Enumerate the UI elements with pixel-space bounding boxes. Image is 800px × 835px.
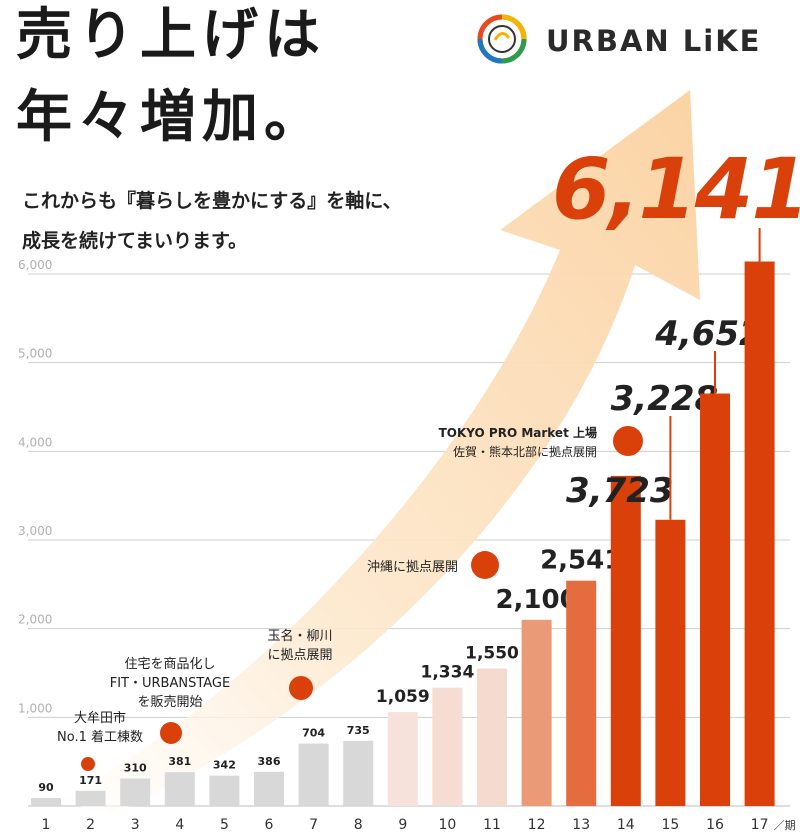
- x-tick-label: 2: [86, 817, 95, 833]
- bar-1: [31, 798, 61, 806]
- x-tick-label: 4: [175, 817, 184, 833]
- bar-value-label: 2,541: [540, 546, 622, 576]
- milestone-dot: [81, 757, 95, 771]
- bar-value-label: 171: [79, 774, 102, 787]
- growth-arrow-shape: [60, 90, 700, 815]
- bar-4: [164, 772, 195, 806]
- bar-3: [120, 778, 151, 806]
- y-tick-label: 5,000: [18, 347, 52, 361]
- x-tick-label: 5: [220, 817, 229, 833]
- x-tick-label: 6: [265, 817, 274, 833]
- x-tick-label: 13: [572, 817, 590, 833]
- urban-like-logo-icon: [477, 14, 527, 64]
- x-tick-label: 9: [398, 817, 407, 833]
- x-axis-unit: ／期: [774, 819, 796, 832]
- y-tick-label: 2,000: [18, 613, 52, 627]
- bar-6: [254, 771, 284, 806]
- x-tick-label: 16: [706, 817, 724, 833]
- y-tick-label: 6,000: [18, 258, 52, 272]
- x-tick-label: 7: [309, 817, 318, 833]
- bar-16: [700, 393, 730, 806]
- milestone-label: 住宅を商品化し: [124, 657, 215, 672]
- subtitle-line1: これからも『暮らしを豊かにする』を軸に、: [22, 190, 402, 212]
- milestone-dot: [613, 426, 643, 456]
- milestone-dot: [471, 551, 499, 579]
- bar-value-label: 310: [124, 762, 147, 775]
- bar-15: [655, 519, 686, 806]
- headline-line2: 年々増加。: [16, 85, 326, 150]
- subtitle-line2: 成長を続けてまいります。: [22, 230, 248, 252]
- bar-12: [521, 619, 552, 806]
- headline-line1: 売り上げは: [16, 3, 326, 68]
- x-tick-label: 11: [483, 817, 501, 833]
- milestone-label: 玉名・柳川: [267, 628, 332, 644]
- bar-9: [387, 712, 418, 806]
- x-tick-label: 15: [661, 817, 679, 833]
- bar-2: [75, 790, 106, 806]
- bar-8: [343, 740, 374, 806]
- x-tick-label: 10: [438, 817, 456, 833]
- bar-7: [298, 743, 329, 806]
- bar-value-label: 704: [302, 727, 325, 740]
- bar-value-label: 342: [213, 759, 236, 772]
- milestone-dot: [160, 722, 182, 744]
- x-axis: 1 2 3 4 5 6 7 8 9 10 11 12 13 14 15 16 17 ／期: [42, 817, 796, 833]
- x-tick-label: 8: [354, 817, 363, 833]
- bar-value-label: 381: [168, 755, 191, 768]
- milestone-label: FIT・URBANSTAGE: [110, 676, 230, 691]
- x-tick-label: 17: [751, 817, 769, 833]
- bar-value-label: 1,550: [465, 644, 519, 664]
- total-value-highlight: 6,141: [552, 140, 800, 238]
- milestone-label: No.1 着工棟数: [57, 729, 143, 745]
- bar-value-label: 1,334: [421, 663, 475, 683]
- bar-14: [610, 475, 641, 806]
- milestone-label: TOKYO PRO Market 上場: [439, 425, 597, 440]
- bar-13: [566, 580, 597, 806]
- brand-name: URBAN LiKE: [546, 24, 762, 58]
- bar-value-label: 2,100: [495, 585, 577, 615]
- bar-10: [432, 687, 463, 806]
- bar-value-label: 735: [347, 724, 370, 737]
- bar-5: [209, 775, 240, 806]
- growth-arrow: [60, 90, 700, 815]
- milestone-label: 佐賀・熊本北部に拠点展開: [453, 444, 597, 459]
- bar-value-label: 90: [38, 781, 54, 794]
- y-tick-label: 3,000: [18, 524, 52, 538]
- milestone-label: 沖縄に拠点展開: [367, 560, 458, 575]
- x-tick-label: 3: [131, 817, 140, 833]
- milestone-label: に拠点展開: [267, 648, 332, 663]
- bar-value-label: 3,723: [566, 471, 674, 511]
- milestone-label: 大牟田市: [74, 710, 126, 726]
- bar-value-label: 1,059: [376, 687, 430, 707]
- annotations: 大牟田市 No.1 着工棟数 住宅を商品化し FIT・URBANSTAGE を販売開始 玉…: [57, 425, 643, 771]
- x-tick-label: 14: [617, 817, 635, 833]
- bar-11: [477, 668, 507, 806]
- y-tick-label: 4,000: [18, 435, 52, 449]
- bar-17: [744, 261, 775, 806]
- x-tick-label: 1: [42, 817, 51, 833]
- milestone-label: を販売開始: [137, 694, 202, 710]
- milestone-dot: [289, 676, 313, 700]
- y-tick-label: 1,000: [18, 701, 52, 715]
- x-tick-label: 12: [528, 817, 546, 833]
- bar-value-label: 386: [258, 755, 281, 768]
